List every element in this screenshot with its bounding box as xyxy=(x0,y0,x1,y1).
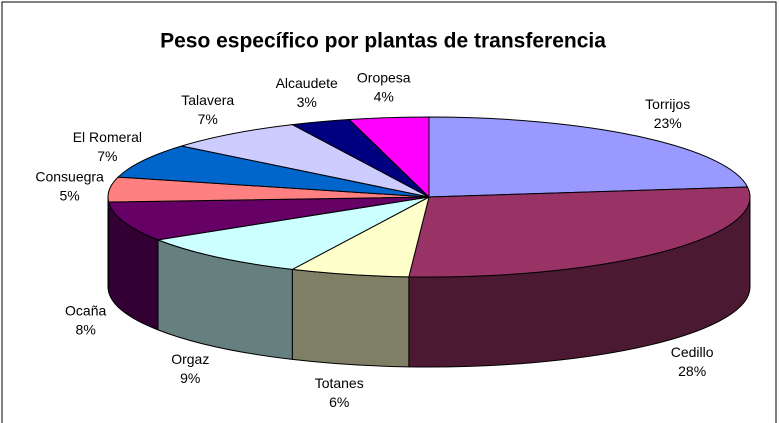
slice-value-label: 8% xyxy=(76,322,96,338)
slice-name: Ocaña xyxy=(65,303,106,319)
pie-tops xyxy=(107,116,751,278)
slice-name: Totanes xyxy=(315,375,364,391)
slice-value-label: 5% xyxy=(59,187,79,203)
pie-slice xyxy=(181,124,430,198)
slice-name: El Romeral xyxy=(73,129,142,145)
pie-side xyxy=(291,268,410,368)
pie-slice xyxy=(408,186,751,278)
pie-slice xyxy=(116,145,430,198)
labels: Torrijos 23% Cedillo 28% Totanes 6% Orgaz 9% Oca… xyxy=(35,70,713,411)
pie-slice xyxy=(348,116,430,199)
slice-value-label: 7% xyxy=(97,148,117,164)
slice-name: Torrijos xyxy=(645,96,690,112)
slice-value-label: 4% xyxy=(374,89,394,105)
slice-value-label: 28% xyxy=(678,363,706,379)
slice-value-label: 9% xyxy=(180,370,200,386)
slice-name: Oropesa xyxy=(357,70,411,86)
slice-name: Talavera xyxy=(181,92,234,108)
chart-title: Peso específico por plantas de transfere… xyxy=(160,30,606,53)
pie-slice xyxy=(156,196,430,270)
slice-value-label: 6% xyxy=(329,394,349,410)
slice-name: Cedillo xyxy=(671,344,714,360)
pie-side xyxy=(107,196,110,293)
slice-value-label: 23% xyxy=(654,115,682,131)
pie-slice xyxy=(428,116,749,198)
slice-value-label: 3% xyxy=(297,94,317,110)
slice-name: Orgaz xyxy=(171,351,209,367)
slice-name: Alcaudete xyxy=(276,75,338,91)
pie-slice xyxy=(107,196,430,241)
slice-value-label: 7% xyxy=(198,111,218,127)
slice-name: Consuegra xyxy=(35,168,104,184)
pie-slice xyxy=(290,196,430,278)
